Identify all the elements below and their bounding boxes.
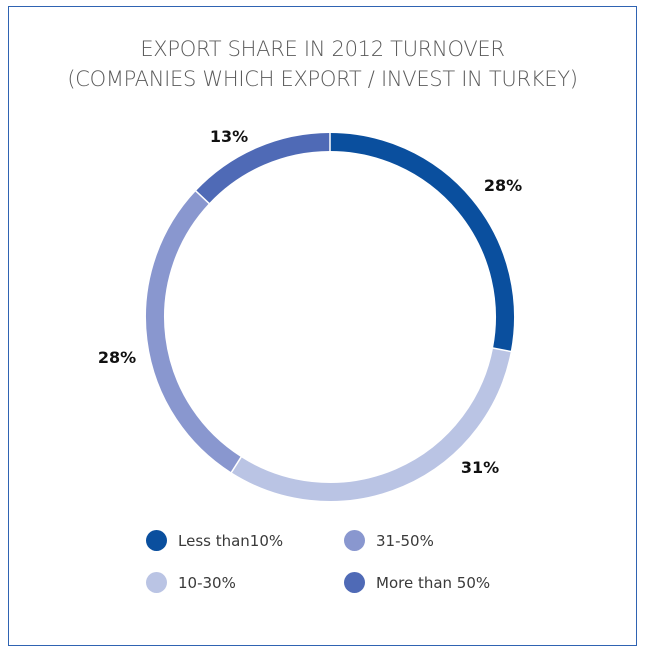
donut-slice (146, 191, 242, 473)
legend-label-less-than-10: Less than10% (178, 531, 284, 550)
legend-swatch-31-50 (344, 530, 365, 551)
slice-separator (230, 455, 243, 474)
legend-swatch-more-than-50 (344, 572, 365, 593)
slice-data-label: 28% (484, 176, 522, 195)
donut-slice (195, 133, 331, 204)
legend-item-less-than-10: Less than10% (146, 530, 283, 551)
chart-title-line-1: EXPORT SHARE IN 2012 TURNOVER (140, 37, 505, 61)
chart-title: EXPORT SHARE IN 2012 TURNOVER (COMPANIES… (8, 34, 637, 94)
donut-chart: 28% 31% 28% 13% (98, 127, 522, 501)
slice-separator (491, 347, 512, 353)
legend-label-more-than-50: More than 50% (376, 573, 491, 592)
legend-swatch-10-30 (146, 572, 167, 593)
legend-label-31-50: 31-50% (376, 531, 434, 550)
donut-slice (231, 348, 511, 501)
chart-frame (8, 6, 637, 646)
legend-item-more-than-50: More than 50% (344, 572, 490, 593)
chart-title-line-2: (COMPANIES WHICH EXPORT / INVEST IN TURK… (67, 67, 578, 91)
donut-slice (329, 133, 514, 352)
slice-data-label: 13% (210, 127, 248, 146)
slice-data-label: 31% (461, 458, 499, 477)
legend-item-31-50: 31-50% (344, 530, 434, 551)
slice-separator (194, 189, 211, 205)
legend-item-10-30: 10-30% (146, 572, 236, 593)
legend-label-10-30: 10-30% (178, 573, 236, 592)
slice-data-label: 28% (98, 348, 136, 367)
legend-swatch-less-than-10 (146, 530, 167, 551)
